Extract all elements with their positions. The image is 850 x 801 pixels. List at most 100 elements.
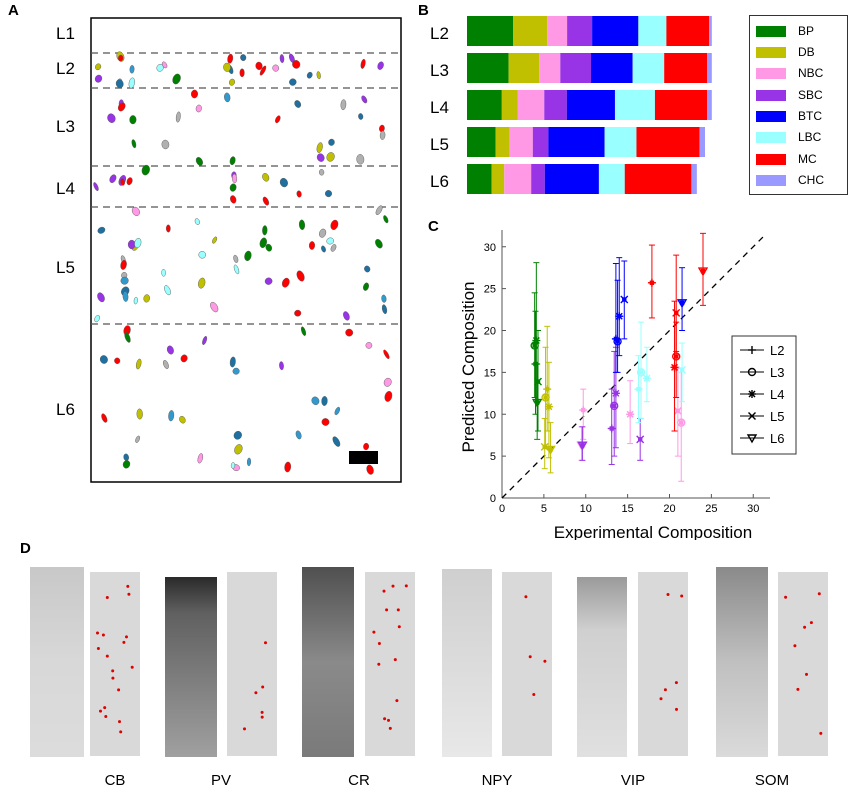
mapped-cell-dot [105, 596, 109, 599]
bar-segment-btc-l4 [566, 90, 615, 120]
stain-label-pv: PV [210, 772, 231, 789]
legend-label-nbc: NBC [798, 66, 824, 80]
neuron-cell [308, 241, 316, 250]
x-tick-label: 25 [705, 503, 717, 515]
bar-segment-bp-l4 [467, 90, 502, 120]
neuron-cell [116, 78, 123, 87]
bar-segment-sbc-l4 [544, 90, 567, 120]
legend-swatch-chc [756, 174, 786, 186]
neuron-cell [288, 53, 295, 63]
neuron-cell [300, 326, 307, 336]
mapped-cell-dot [666, 593, 670, 596]
marker-l3 [613, 337, 622, 346]
mapped-cell-dot [104, 715, 108, 718]
marker-l5 [678, 365, 687, 374]
neuron-cell [195, 104, 202, 113]
x-tick-label: 20 [663, 503, 675, 515]
neuron-cell [294, 100, 302, 108]
neuron-cell [97, 292, 105, 303]
neuron-cell [227, 53, 234, 64]
neuron-cell [161, 269, 166, 277]
bar-segment-chc-l3 [707, 53, 712, 83]
neuron-cell [95, 63, 102, 71]
neuron-cell [165, 224, 171, 233]
x-tick-label: 15 [622, 503, 634, 515]
neuron-cell [321, 418, 330, 426]
stain-label-cb: CB [104, 772, 126, 789]
neuron-cell [345, 328, 354, 337]
neuron-cell [330, 219, 339, 230]
mapped-cell-dot [101, 633, 105, 637]
legend-item-lbc: LBC [756, 130, 821, 144]
neuron-cell [115, 79, 124, 89]
neuron-cell [265, 243, 273, 252]
scale-bar [349, 451, 378, 464]
bar-segment-mc-l2 [666, 16, 710, 46]
bar-segment-mc-l6 [624, 164, 692, 194]
legend-swatch-mc [756, 153, 786, 165]
bar-segment-btc-l5 [548, 127, 605, 157]
layer-label-l2: L2 [56, 59, 75, 78]
bar-segment-mc-l3 [664, 53, 708, 83]
bar-segment-mc-l4 [654, 90, 708, 120]
data-point-btc-l6 [676, 267, 688, 331]
data-point-lbc-l4 [642, 346, 651, 403]
mapped-cell-dot [680, 594, 684, 598]
bar-segment-sbc-l2 [567, 16, 593, 46]
neuron-cell [360, 58, 366, 69]
marker-l3 [747, 367, 757, 377]
bar-segment-db-l5 [495, 127, 510, 157]
mapped-cell-dot [796, 687, 800, 691]
neuron-cell [109, 174, 117, 183]
composition-scatter-plot: 0 5 10 15 20 25 30 0 5 10 15 20 25 30 Experimental Co… [459, 230, 797, 540]
marker-l4 [626, 410, 635, 419]
mapped-cell-dot [130, 665, 134, 669]
mapped-cell-dot [377, 642, 381, 645]
pv-cell-map [227, 572, 277, 756]
scatter-marks [530, 232, 709, 482]
bar-segment-db-l6 [491, 164, 505, 194]
panel-letter-a: A [8, 2, 19, 19]
neuron-cell [316, 142, 323, 153]
neuron-cell [233, 264, 240, 275]
legend-label-bp: BP [798, 24, 815, 38]
mapped-cell-dot [819, 731, 823, 735]
neuron-cell [366, 464, 374, 475]
cb-cell-map [90, 572, 140, 756]
marker-l4 [611, 389, 620, 398]
bar-segment-db-l4 [501, 90, 518, 120]
neuron-cell [126, 177, 133, 186]
neuron-cell [325, 190, 333, 198]
neuron-cell [114, 357, 121, 364]
neuron-cell [131, 241, 139, 251]
legend-swatch-nbc [756, 67, 786, 79]
mapped-cell-dot [396, 608, 400, 612]
bar-label-l5: L5 [430, 135, 449, 154]
data-point-btc-l3 [613, 279, 622, 373]
neuron-cell [272, 64, 280, 72]
neuron-cell [123, 453, 129, 461]
mapped-cell-dot [260, 715, 264, 719]
bar-segment-nbc-l2 [547, 16, 568, 46]
neuron-cell [202, 336, 208, 345]
marker-l6 [545, 445, 556, 455]
neuron-cell [223, 62, 231, 72]
data-point-sbc-l3 [610, 350, 619, 457]
composition-stacked-bars [467, 16, 712, 194]
mapped-cell-dot [674, 681, 678, 685]
neuron-cell [326, 152, 335, 162]
legend-item-mc: MC [756, 152, 817, 166]
neuron-cell [321, 396, 328, 406]
data-point-db-l4 [544, 361, 553, 459]
neuron-cell [143, 294, 150, 303]
neuron-cell [321, 245, 326, 253]
y-axis-label: Predicted Composition [459, 281, 478, 452]
data-point-nbc-l3 [677, 367, 686, 482]
neuron-cell [227, 64, 234, 75]
neuron-cell [316, 153, 325, 162]
mapped-cell-dot [784, 595, 788, 599]
neuron-cell [340, 99, 347, 111]
neuron-cell [296, 190, 302, 198]
neuron-cell [134, 237, 142, 249]
neuron-cell [259, 237, 267, 248]
